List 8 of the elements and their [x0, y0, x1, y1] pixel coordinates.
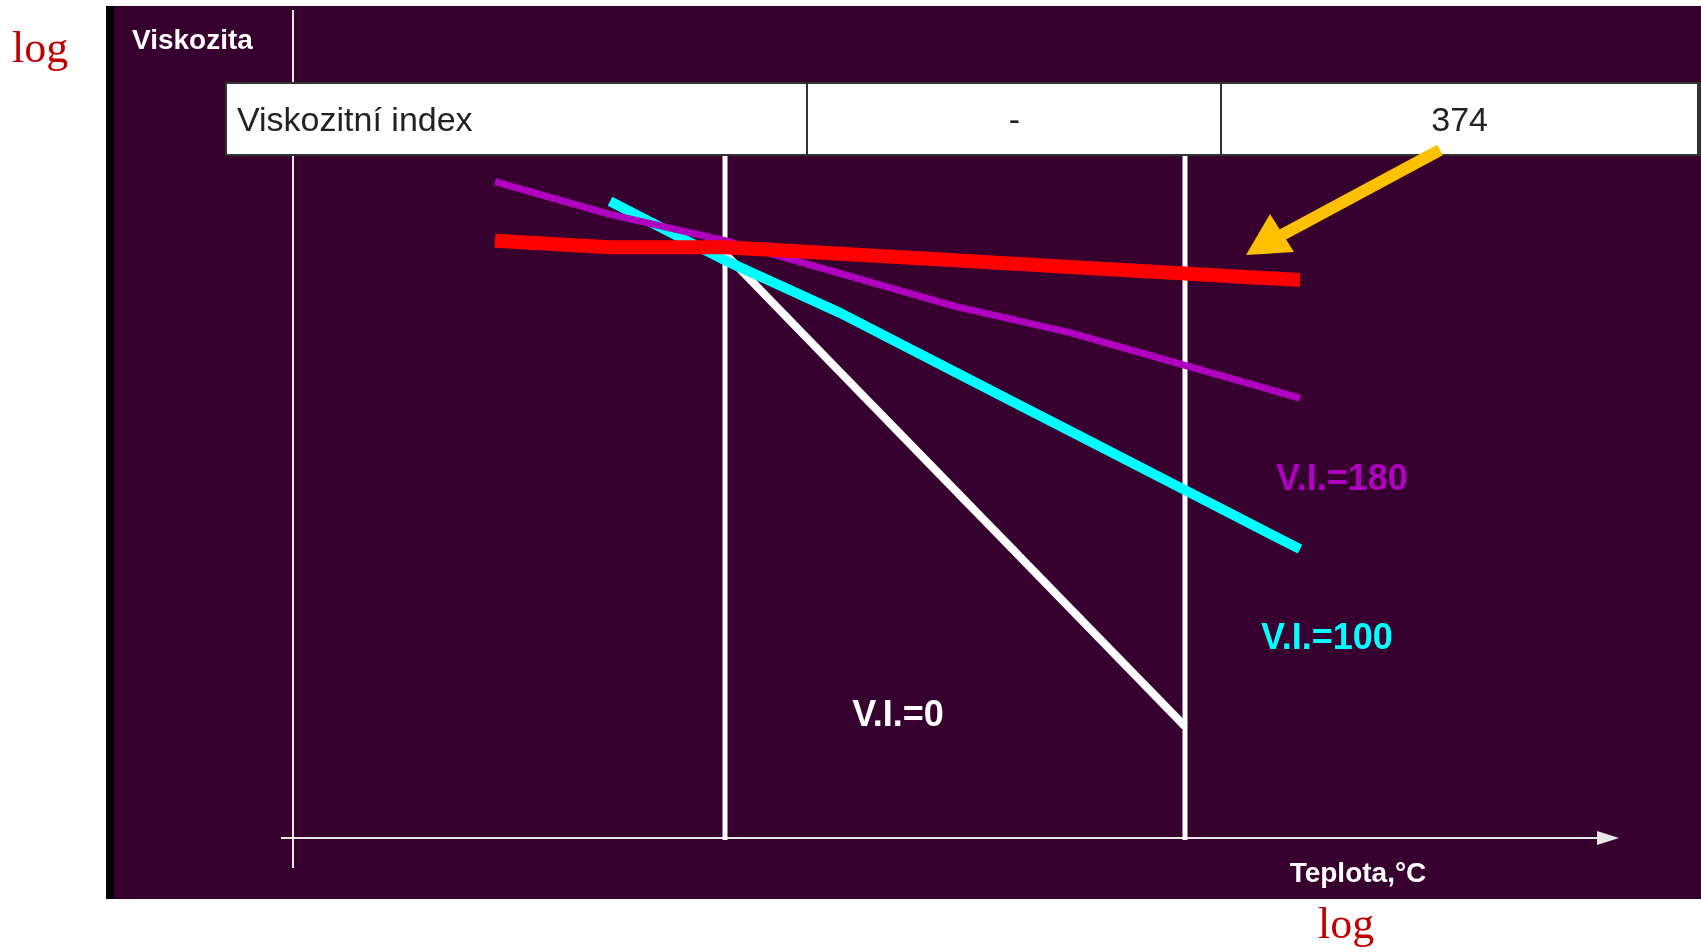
text: log: [1318, 898, 1375, 949]
text: Viskozita: [132, 24, 253, 56]
table-box: Viskozitní index - 374: [225, 82, 1701, 156]
text: log: [12, 22, 69, 73]
series-label: V.I.=180: [1276, 457, 1408, 499]
text: V.I.=0: [852, 693, 944, 735]
x-axis-title: Teplota,°C: [1289, 856, 1427, 888]
text: V.I.=100: [1261, 616, 1393, 658]
